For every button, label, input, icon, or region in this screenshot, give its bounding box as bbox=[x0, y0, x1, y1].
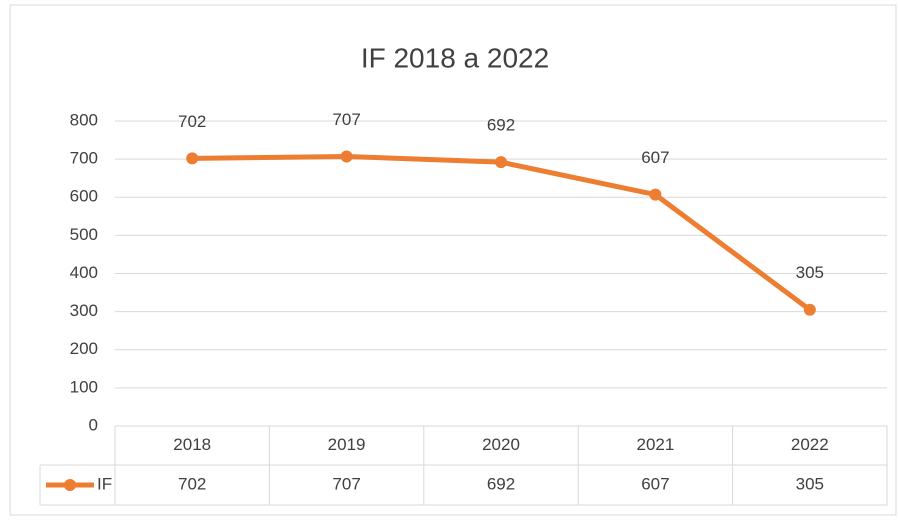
y-tick-label: 100 bbox=[70, 377, 98, 396]
data-label: 707 bbox=[332, 110, 360, 129]
chart-title: IF 2018 a 2022 bbox=[361, 42, 549, 73]
x-tick-label: 2022 bbox=[791, 435, 829, 454]
y-tick-label: 200 bbox=[70, 339, 98, 358]
chart-border bbox=[9, 4, 897, 516]
y-tick-label: 800 bbox=[70, 110, 98, 129]
data-label: 607 bbox=[641, 148, 669, 167]
table-value: 702 bbox=[178, 474, 206, 493]
x-tick-label: 2018 bbox=[173, 435, 211, 454]
data-label: 692 bbox=[487, 116, 515, 135]
table-value: 707 bbox=[332, 474, 360, 493]
table-value: 692 bbox=[487, 474, 515, 493]
y-tick-label: 0 bbox=[89, 415, 98, 434]
x-tick-label: 2021 bbox=[636, 435, 674, 454]
data-label: 702 bbox=[178, 112, 206, 131]
x-tick-label: 2019 bbox=[328, 435, 366, 454]
x-tick-label: 2020 bbox=[482, 435, 520, 454]
y-tick-label: 600 bbox=[70, 187, 98, 206]
y-tick-label: 500 bbox=[70, 225, 98, 244]
marker bbox=[649, 188, 662, 201]
legend-label: IF bbox=[97, 474, 112, 493]
marker bbox=[495, 156, 507, 169]
table-value: 305 bbox=[796, 474, 824, 493]
table-value: 607 bbox=[641, 474, 669, 493]
marker bbox=[340, 150, 353, 163]
marker bbox=[803, 303, 816, 316]
data-label: 305 bbox=[796, 263, 824, 282]
y-tick-label: 700 bbox=[70, 149, 98, 168]
y-tick-label: 300 bbox=[70, 301, 98, 320]
marker bbox=[186, 152, 199, 165]
y-tick-label: 400 bbox=[70, 263, 98, 282]
legend-key-marker bbox=[64, 479, 76, 491]
